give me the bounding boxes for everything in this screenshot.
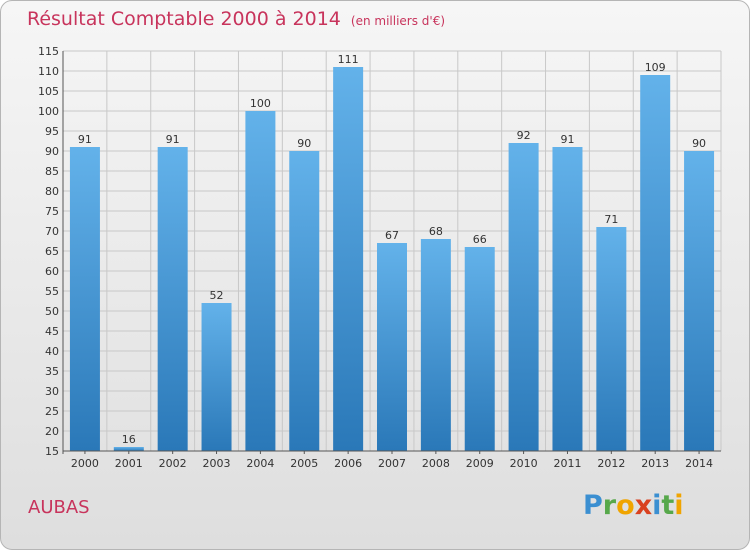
- y-tick-label: 105: [38, 85, 59, 98]
- x-tick-label: 2005: [290, 457, 318, 470]
- y-tick-label: 80: [45, 185, 59, 198]
- data-label: 67: [385, 229, 399, 242]
- chart-title: Résultat Comptable 2000 à 2014 (en millie…: [27, 8, 445, 30]
- bar-2011: [552, 147, 583, 451]
- y-tick-label: 90: [45, 145, 59, 158]
- x-tick-label: 2009: [466, 457, 494, 470]
- bar-2006: [333, 67, 364, 451]
- y-tick-label: 30: [45, 385, 59, 398]
- bar-2014: [684, 151, 715, 451]
- data-label: 111: [338, 53, 359, 66]
- bar-2007: [377, 243, 407, 451]
- y-tick-label: 85: [45, 165, 59, 178]
- y-tick-label: 70: [45, 225, 59, 238]
- data-label: 71: [604, 213, 618, 226]
- x-tick-label: 2013: [641, 457, 669, 470]
- data-label: 91: [78, 133, 92, 146]
- y-tick-label: 115: [38, 45, 59, 58]
- x-tick-label: 2003: [203, 457, 231, 470]
- y-tick-label: 60: [45, 265, 59, 278]
- y-tick-label: 110: [38, 65, 59, 78]
- chart-subtitle: (en milliers d'€): [350, 14, 446, 28]
- x-tick-label: 2004: [246, 457, 274, 470]
- bar-2004: [245, 111, 276, 451]
- x-tick-label: 2012: [597, 457, 625, 470]
- x-tick-label: 2002: [159, 457, 187, 470]
- bar-2005: [289, 151, 320, 451]
- data-label: 16: [122, 433, 136, 446]
- data-label: 100: [250, 97, 271, 110]
- x-tick-label: 2006: [334, 457, 362, 470]
- bar-2003: [201, 303, 232, 451]
- y-tick-label: 100: [38, 105, 59, 118]
- data-label: 92: [517, 129, 531, 142]
- y-tick-label: 75: [45, 205, 59, 218]
- commune-name: AUBAS: [28, 497, 90, 518]
- y-tick-label: 55: [45, 285, 59, 298]
- y-tick-label: 35: [45, 365, 59, 378]
- data-label: 90: [692, 137, 706, 150]
- data-label: 66: [473, 233, 487, 246]
- x-tick-label: 2007: [378, 457, 406, 470]
- y-tick-label: 45: [45, 325, 59, 338]
- bar-2000: [69, 147, 100, 451]
- y-tick-label: 50: [45, 305, 59, 318]
- bar-2012: [596, 227, 627, 451]
- x-tick-label: 2000: [71, 457, 99, 470]
- data-label: 90: [297, 137, 311, 150]
- y-tick-label: 65: [45, 245, 59, 258]
- y-tick-label: 25: [45, 405, 59, 418]
- data-label: 109: [645, 61, 666, 74]
- bar-2013: [640, 75, 671, 451]
- bar-2009: [464, 247, 495, 451]
- chart-title-main: Résultat Comptable 2000 à 2014: [27, 8, 341, 30]
- bar-2008: [420, 239, 451, 451]
- data-label: 52: [210, 289, 224, 302]
- data-label: 91: [560, 133, 574, 146]
- x-tick-label: 2008: [422, 457, 450, 470]
- proxiti-logo: Proxiti: [583, 490, 684, 521]
- bar-2001: [113, 447, 144, 451]
- x-tick-label: 2010: [510, 457, 538, 470]
- x-tick-label: 2011: [553, 457, 581, 470]
- y-tick-label: 15: [45, 445, 59, 458]
- x-tick-label: 2014: [685, 457, 713, 470]
- y-tick-label: 20: [45, 425, 59, 438]
- bar-2002: [157, 147, 188, 451]
- data-label: 91: [166, 133, 180, 146]
- y-tick-label: 95: [45, 125, 59, 138]
- x-tick-label: 2001: [115, 457, 143, 470]
- bar-2010: [508, 143, 539, 451]
- y-tick-label: 40: [45, 345, 59, 358]
- data-label: 68: [429, 225, 443, 238]
